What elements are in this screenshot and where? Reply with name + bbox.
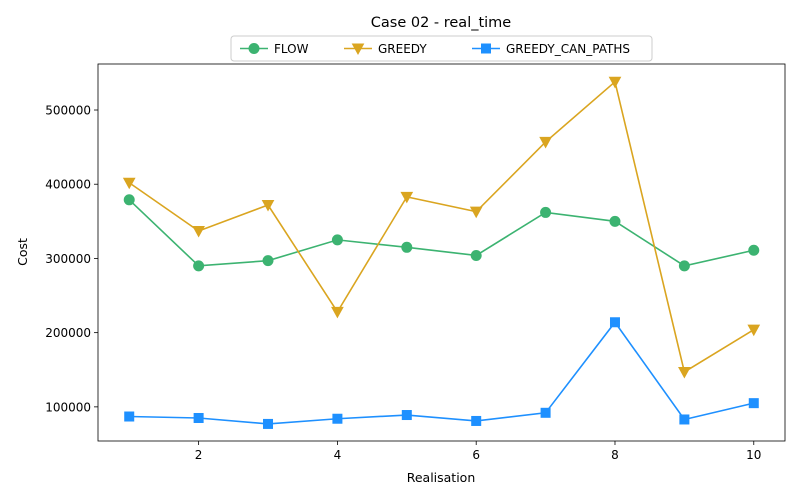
point-greedy-10 xyxy=(747,324,761,337)
point-greedy-4 xyxy=(331,306,344,319)
plot-area xyxy=(97,63,786,442)
series-greedy-can-paths xyxy=(124,317,759,429)
x-tick-label-10: 10 xyxy=(746,448,761,462)
point-greedy-can-paths-6 xyxy=(471,415,482,426)
y-tick-label-400000: 400000 xyxy=(45,178,91,192)
point-flow-8 xyxy=(609,215,621,227)
point-flow-4 xyxy=(331,234,343,246)
legend-marker-greedy-can-paths xyxy=(481,43,491,54)
point-flow-7 xyxy=(540,206,552,218)
point-greedy-can-paths-10 xyxy=(748,398,759,409)
point-greedy-can-paths-9 xyxy=(679,414,690,425)
series-line-flow xyxy=(128,199,754,267)
point-greedy-8 xyxy=(608,76,622,89)
point-greedy-1 xyxy=(122,177,136,190)
point-flow-6 xyxy=(470,249,482,261)
point-greedy-7 xyxy=(539,136,552,149)
y-tick-label-300000: 300000 xyxy=(45,252,91,266)
x-axis-label: Realisation xyxy=(407,470,476,485)
legend-label-greedy: GREEDY xyxy=(378,42,427,56)
x-tick-label-8: 8 xyxy=(611,448,619,462)
x-tick-label-2: 2 xyxy=(195,448,203,462)
point-flow-9 xyxy=(678,260,690,272)
series-line-greedy xyxy=(128,80,755,374)
point-greedy-can-paths-4 xyxy=(332,413,343,424)
y-axis: 100000 200000 300000 400000 500000 xyxy=(45,104,98,414)
series-greedy xyxy=(122,76,761,379)
chart-title: Case 02 - real_time xyxy=(371,15,512,31)
y-tick-label-200000: 200000 xyxy=(45,326,91,340)
point-flow-10 xyxy=(748,244,760,256)
y-tick-label-100000: 100000 xyxy=(45,400,91,414)
legend: FLOW GREEDY GREEDY_CAN_PATHS xyxy=(230,35,653,62)
point-flow-5 xyxy=(401,241,413,253)
point-flow-3 xyxy=(262,255,274,267)
series-flow xyxy=(123,194,760,272)
point-greedy-can-paths-3 xyxy=(263,418,274,429)
point-greedy-can-paths-1 xyxy=(124,411,135,422)
point-greedy-5 xyxy=(400,191,414,204)
series-layer xyxy=(122,76,761,429)
point-greedy-can-paths-7 xyxy=(540,407,551,418)
legend-label-flow: FLOW xyxy=(274,42,309,56)
legend-box xyxy=(230,35,653,62)
series-line-greedy-can-paths xyxy=(129,320,754,425)
point-greedy-6 xyxy=(469,206,483,219)
point-greedy-can-paths-2 xyxy=(193,412,204,423)
point-greedy-can-paths-8 xyxy=(609,317,620,328)
y-tick-label-500000: 500000 xyxy=(45,104,91,118)
legend-label-greedy-can-paths: GREEDY_CAN_PATHS xyxy=(506,42,630,56)
point-greedy-9 xyxy=(678,366,691,379)
legend-marker-flow xyxy=(248,43,260,54)
x-axis: 2 4 6 8 10 xyxy=(195,441,761,462)
point-flow-1 xyxy=(123,194,135,206)
y-axis-label: Cost xyxy=(15,238,30,266)
point-flow-2 xyxy=(193,260,205,272)
x-tick-label-6: 6 xyxy=(472,448,480,462)
point-greedy-2 xyxy=(192,225,205,238)
point-greedy-can-paths-5 xyxy=(401,410,412,421)
legend-marker-greedy xyxy=(351,43,365,56)
x-tick-label-4: 4 xyxy=(334,448,342,462)
point-greedy-3 xyxy=(261,200,275,212)
